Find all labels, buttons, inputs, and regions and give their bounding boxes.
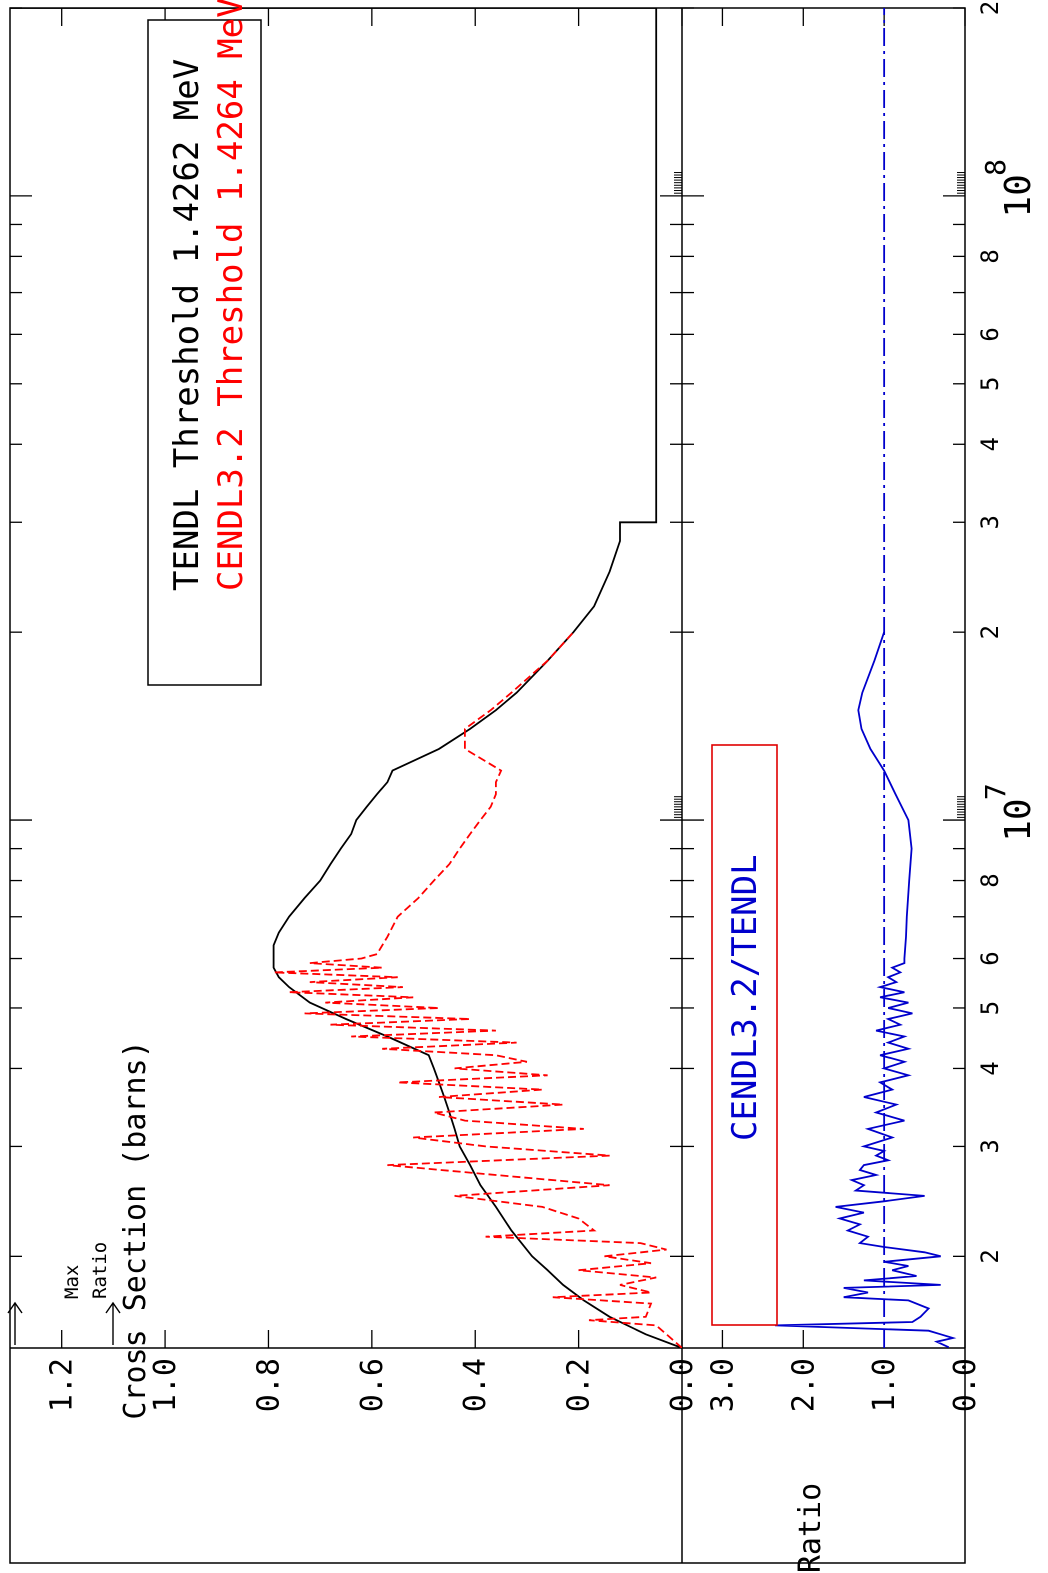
x-tick-label: 3 <box>976 515 1004 529</box>
max-ratio-annotation: Max Ratio <box>7 1242 121 1345</box>
y-tick-label: 0.2 <box>562 1358 597 1412</box>
y-axis-label-ratio: Ratio <box>793 1483 828 1573</box>
x-tick-label: 4 <box>976 437 1004 451</box>
x-tick-label: 8 <box>976 249 1004 263</box>
legend-ratio: CENDL3.2/TENDL <box>711 744 778 1326</box>
series-line-tendl <box>10 8 682 1348</box>
x-decade-label: 10 <box>998 174 1039 217</box>
x-tick-label: 2 <box>976 1 1004 15</box>
x-tick-label: 8 <box>976 873 1004 887</box>
ratio-y-tick-label: 1.0 <box>867 1358 902 1412</box>
x-tick-label: 5 <box>976 377 1004 391</box>
x-tick-label: 2 <box>976 625 1004 639</box>
y-tick-label: 0.6 <box>355 1358 390 1412</box>
y-axis-label-cross-section: Cross Section (barns) <box>118 1040 153 1419</box>
x-tick-label: 5 <box>976 1001 1004 1015</box>
x-decade-exponent: 7 <box>979 783 1012 800</box>
x-tick-label: 4 <box>976 1061 1004 1075</box>
x-tick-label: 3 <box>976 1139 1004 1153</box>
ratio-y-tick-label: 2.0 <box>786 1358 821 1412</box>
ratio-y-tick-label: 3.0 <box>705 1358 740 1412</box>
y-tick-label: 0.4 <box>458 1358 493 1412</box>
series-line-cendl <box>273 631 682 1348</box>
legend-entry-cendl: CENDL3.2 Threshold 1.4264 MeV <box>211 0 251 591</box>
series-line-ratio <box>774 631 957 1348</box>
x-tick-label: 2 <box>976 1249 1004 1263</box>
y-tick-label: 0.0 <box>665 1358 700 1412</box>
legend-entry-tendl: TENDL Threshold 1.4262 MeV <box>167 59 207 591</box>
legend-cross-section: TENDL Threshold 1.4262 MeV CENDL3.2 Thre… <box>147 0 262 686</box>
x-decade-label: 10 <box>998 798 1039 841</box>
legend-entry-ratio: CENDL3.2/TENDL <box>725 854 765 1141</box>
ratio-y-tick-label: 0.0 <box>948 1358 983 1412</box>
x-decade-exponent: 8 <box>979 159 1012 176</box>
max-ratio-label-line-1: Max <box>61 1265 83 1299</box>
y-tick-label: 0.8 <box>251 1358 286 1412</box>
y-tick-label: 1.0 <box>148 1358 183 1412</box>
y-tick-label: 1.2 <box>45 1358 80 1412</box>
x-tick-label: 6 <box>976 951 1004 965</box>
max-ratio-label-line-2: Ratio <box>89 1242 111 1299</box>
x-tick-label: 6 <box>976 327 1004 341</box>
